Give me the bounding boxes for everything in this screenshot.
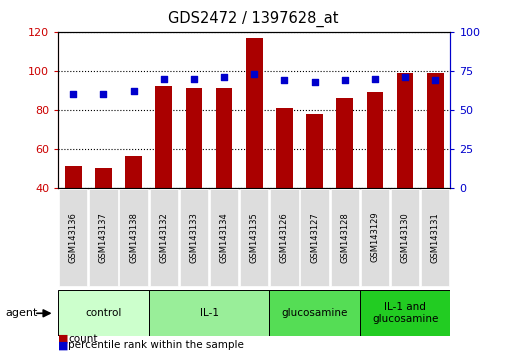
Text: percentile rank within the sample: percentile rank within the sample bbox=[68, 340, 244, 350]
Bar bbox=[95, 168, 112, 266]
FancyBboxPatch shape bbox=[359, 290, 449, 336]
Text: GSM143130: GSM143130 bbox=[400, 212, 409, 263]
Text: GSM143138: GSM143138 bbox=[129, 212, 138, 263]
Bar bbox=[245, 38, 262, 266]
FancyBboxPatch shape bbox=[148, 290, 269, 336]
Text: GSM143135: GSM143135 bbox=[249, 212, 258, 263]
Point bbox=[160, 76, 168, 81]
Point bbox=[220, 74, 228, 80]
FancyBboxPatch shape bbox=[89, 189, 117, 286]
Point bbox=[280, 77, 288, 83]
FancyBboxPatch shape bbox=[179, 189, 208, 286]
Bar bbox=[185, 88, 202, 266]
Point bbox=[129, 88, 137, 94]
FancyBboxPatch shape bbox=[270, 189, 298, 286]
Text: GSM143136: GSM143136 bbox=[69, 212, 78, 263]
Bar bbox=[366, 92, 382, 266]
Text: GSM143132: GSM143132 bbox=[159, 212, 168, 263]
Point bbox=[99, 91, 107, 97]
FancyBboxPatch shape bbox=[239, 189, 268, 286]
Text: glucosamine: glucosamine bbox=[281, 308, 347, 318]
Bar bbox=[276, 108, 292, 266]
Point bbox=[69, 91, 77, 97]
FancyBboxPatch shape bbox=[330, 189, 358, 286]
Text: GDS2472 / 1397628_at: GDS2472 / 1397628_at bbox=[168, 11, 337, 27]
Text: GSM143133: GSM143133 bbox=[189, 212, 198, 263]
FancyBboxPatch shape bbox=[360, 189, 388, 286]
FancyBboxPatch shape bbox=[58, 290, 148, 336]
Bar bbox=[396, 73, 413, 266]
Bar bbox=[155, 86, 172, 266]
FancyBboxPatch shape bbox=[119, 189, 147, 286]
Point bbox=[310, 79, 318, 85]
FancyBboxPatch shape bbox=[390, 189, 419, 286]
Bar bbox=[336, 98, 352, 266]
Text: ■: ■ bbox=[58, 334, 69, 344]
Bar bbox=[426, 73, 443, 266]
Bar bbox=[306, 114, 322, 266]
FancyBboxPatch shape bbox=[210, 189, 238, 286]
Text: agent: agent bbox=[5, 308, 37, 318]
Text: control: control bbox=[85, 308, 121, 318]
Text: GSM143129: GSM143129 bbox=[370, 212, 379, 263]
Text: IL-1 and
glucosamine: IL-1 and glucosamine bbox=[371, 302, 437, 324]
Text: GSM143127: GSM143127 bbox=[310, 212, 319, 263]
Bar bbox=[215, 88, 232, 266]
Point bbox=[250, 71, 258, 77]
FancyBboxPatch shape bbox=[300, 189, 328, 286]
FancyBboxPatch shape bbox=[420, 189, 448, 286]
Text: GSM143128: GSM143128 bbox=[339, 212, 348, 263]
FancyBboxPatch shape bbox=[59, 189, 87, 286]
Point bbox=[189, 76, 197, 81]
Text: GSM143131: GSM143131 bbox=[430, 212, 439, 263]
Point bbox=[370, 76, 378, 81]
Bar bbox=[125, 156, 141, 266]
Text: GSM143134: GSM143134 bbox=[219, 212, 228, 263]
Point bbox=[430, 77, 438, 83]
Point bbox=[340, 77, 348, 83]
Point bbox=[400, 74, 409, 80]
Text: GSM143126: GSM143126 bbox=[279, 212, 288, 263]
FancyBboxPatch shape bbox=[269, 290, 359, 336]
Text: IL-1: IL-1 bbox=[199, 308, 218, 318]
Text: ■: ■ bbox=[58, 340, 69, 350]
Text: GSM143137: GSM143137 bbox=[99, 212, 108, 263]
FancyBboxPatch shape bbox=[149, 189, 178, 286]
Bar bbox=[65, 166, 81, 266]
Text: count: count bbox=[68, 334, 97, 344]
